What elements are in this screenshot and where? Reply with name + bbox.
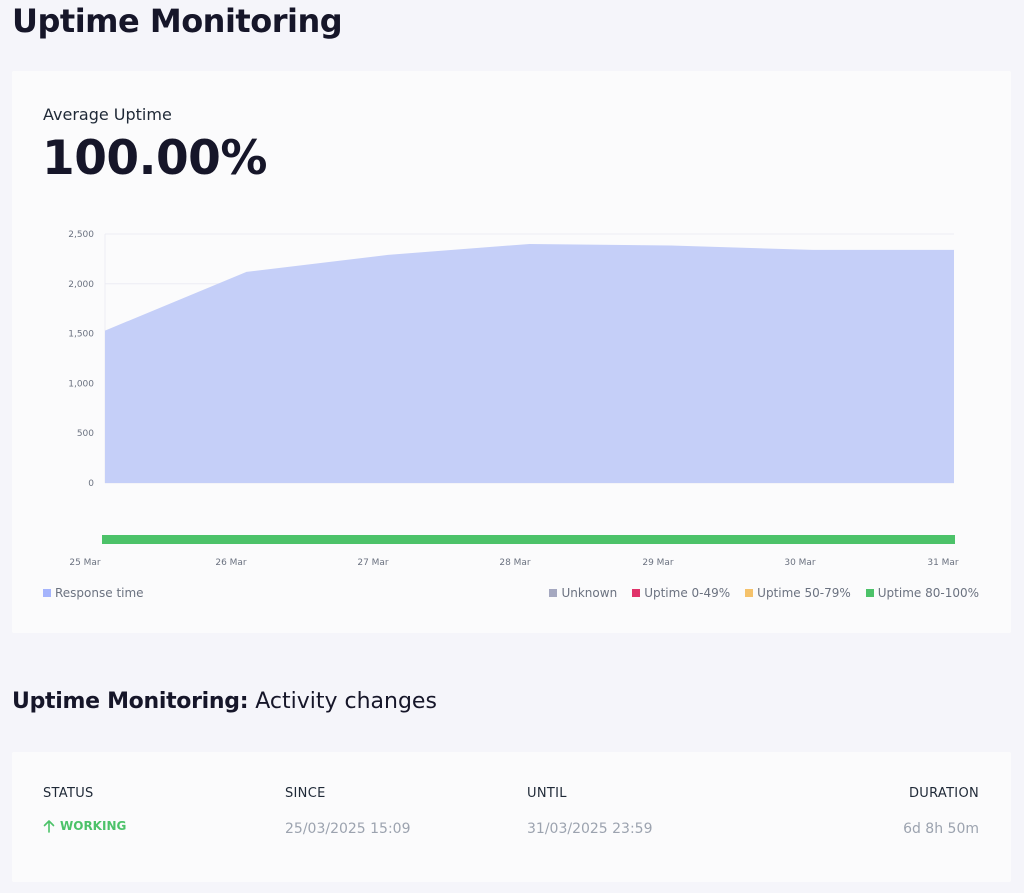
y-tick-label: 500 xyxy=(77,429,94,439)
header-until: UNTIL xyxy=(527,786,567,801)
uptime-status-bar xyxy=(102,535,955,544)
arrow-up-icon xyxy=(43,820,55,833)
activity-section-title: Uptime Monitoring: Activity changes xyxy=(12,689,437,714)
x-tick-label: 26 Mar xyxy=(215,558,247,568)
legend-label: Response time xyxy=(55,586,144,600)
legend-uptime-80-100[interactable]: Uptime 80-100% xyxy=(865,586,979,600)
y-tick-label: 0 xyxy=(88,479,94,489)
x-tick-label: 25 Mar xyxy=(69,558,101,568)
legend-swatch-uptime-50-79 xyxy=(745,589,754,597)
header-status: STATUS xyxy=(43,786,94,801)
x-tick-label: 29 Mar xyxy=(642,558,674,568)
legend-response-time[interactable]: Response time xyxy=(43,586,144,600)
legend-swatch-uptime-0-49 xyxy=(632,589,641,597)
average-uptime-label: Average Uptime xyxy=(43,105,172,124)
status-badge: WORKING xyxy=(43,819,126,833)
legend-label: Uptime 80-100% xyxy=(877,586,979,600)
page-title: Uptime Monitoring xyxy=(12,2,343,40)
response-time-chart: 2,500 2,000 1,500 1,000 500 0 25 Mar 26 Mar 27 M… xyxy=(68,230,959,568)
legend-label: Uptime 0-49% xyxy=(644,586,731,600)
y-tick-label: 2,500 xyxy=(68,230,94,240)
until-value: 31/03/2025 23:59 xyxy=(527,821,653,837)
y-tick-label: 1,000 xyxy=(68,379,94,389)
x-tick-label: 31 Mar xyxy=(927,558,959,568)
legend-swatch-uptime-80-100 xyxy=(865,589,874,597)
legend-unknown[interactable]: Unknown xyxy=(549,586,617,600)
activity-title-light: Activity changes xyxy=(248,689,437,714)
header-since: SINCE xyxy=(285,786,326,801)
status-text: WORKING xyxy=(60,819,127,833)
duration-value: 6d 8h 50m xyxy=(903,821,979,837)
legend-right: Unknown Uptime 0-49% Uptime 50-79% Uptim… xyxy=(549,586,979,600)
legend-swatch-unknown xyxy=(549,589,558,597)
x-tick-label: 28 Mar xyxy=(499,558,531,568)
uptime-card: Average Uptime 100.00% 2,500 2,000 1,500 1,… xyxy=(12,71,1011,633)
since-value: 25/03/2025 15:09 xyxy=(285,821,411,837)
legend-uptime-50-79[interactable]: Uptime 50-79% xyxy=(745,586,851,600)
response-time-area xyxy=(105,243,954,483)
legend-swatch-response-time xyxy=(43,589,51,597)
legend-label: Uptime 50-79% xyxy=(757,586,851,600)
x-tick-label: 30 Mar xyxy=(784,558,816,568)
activity-title-strong: Uptime Monitoring: xyxy=(12,689,249,714)
activity-table: STATUS SINCE UNTIL DURATION WORKING 25/0… xyxy=(12,752,1011,882)
legend-left: Response time xyxy=(43,586,144,600)
legend-label: Unknown xyxy=(561,586,618,600)
header-duration: DURATION xyxy=(908,786,979,801)
legend-uptime-0-49[interactable]: Uptime 0-49% xyxy=(632,586,730,600)
x-tick-label: 27 Mar xyxy=(357,558,389,568)
y-tick-label: 2,000 xyxy=(68,280,94,290)
average-uptime-value: 100.00% xyxy=(42,131,267,186)
y-tick-label: 1,500 xyxy=(68,330,94,340)
